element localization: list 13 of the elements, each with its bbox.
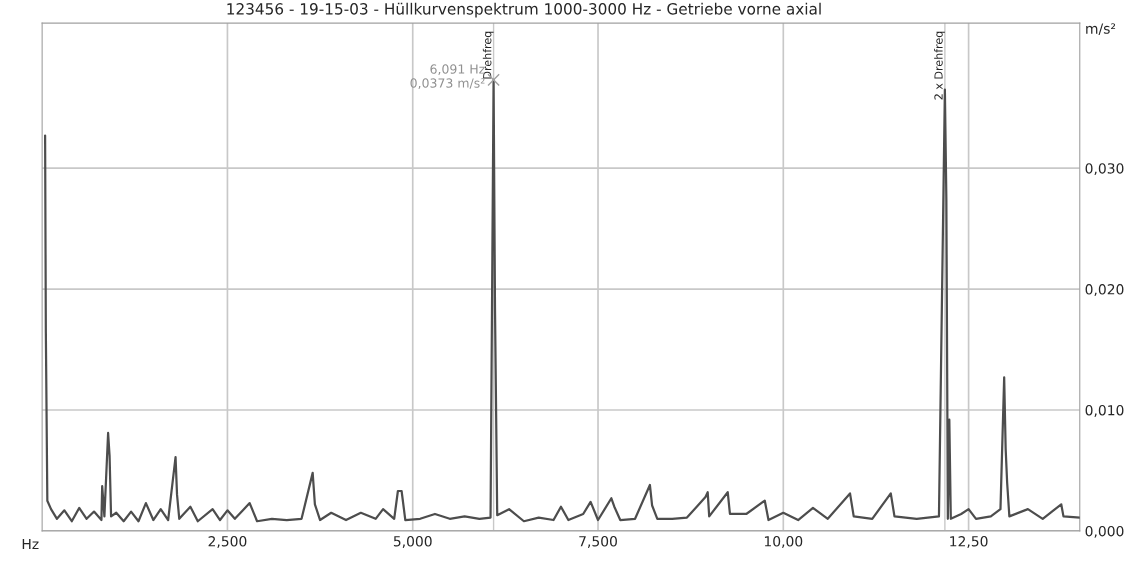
x-axis-title: Hz [22,538,39,550]
x-tick-label: 7,500 [579,536,617,548]
x-tick-label: 12,50 [950,536,988,548]
ref-line-label: 2 x Drehfreq [934,31,945,100]
y-tick-label: 0,010 [1085,404,1124,417]
y-tick-label: 0,000 [1085,525,1124,538]
chart-title: 123456 - 19-15-03 - Hüllkurvenspektrum 1000-3000 Hz - Getriebe vorne axial [227,2,821,18]
x-tick-label: 10,00 [764,536,803,548]
y-axis-title: m/s² [1086,23,1116,35]
x-tick-label: 2,500 [208,536,247,548]
y-tick-label: 0,030 [1085,163,1124,176]
y-tick-label: 0,020 [1085,284,1124,296]
x-tick-label: 5,000 [393,536,432,548]
